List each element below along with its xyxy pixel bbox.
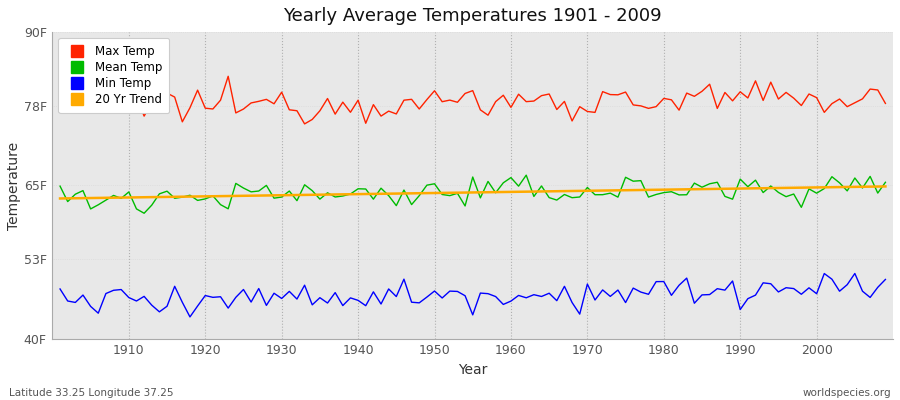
Text: Latitude 33.25 Longitude 37.25: Latitude 33.25 Longitude 37.25 bbox=[9, 388, 174, 398]
Legend: Max Temp, Mean Temp, Min Temp, 20 Yr Trend: Max Temp, Mean Temp, Min Temp, 20 Yr Tre… bbox=[58, 38, 169, 113]
Title: Yearly Average Temperatures 1901 - 2009: Yearly Average Temperatures 1901 - 2009 bbox=[284, 7, 662, 25]
Y-axis label: Temperature: Temperature bbox=[7, 142, 21, 230]
Text: worldspecies.org: worldspecies.org bbox=[803, 388, 891, 398]
X-axis label: Year: Year bbox=[458, 363, 488, 377]
